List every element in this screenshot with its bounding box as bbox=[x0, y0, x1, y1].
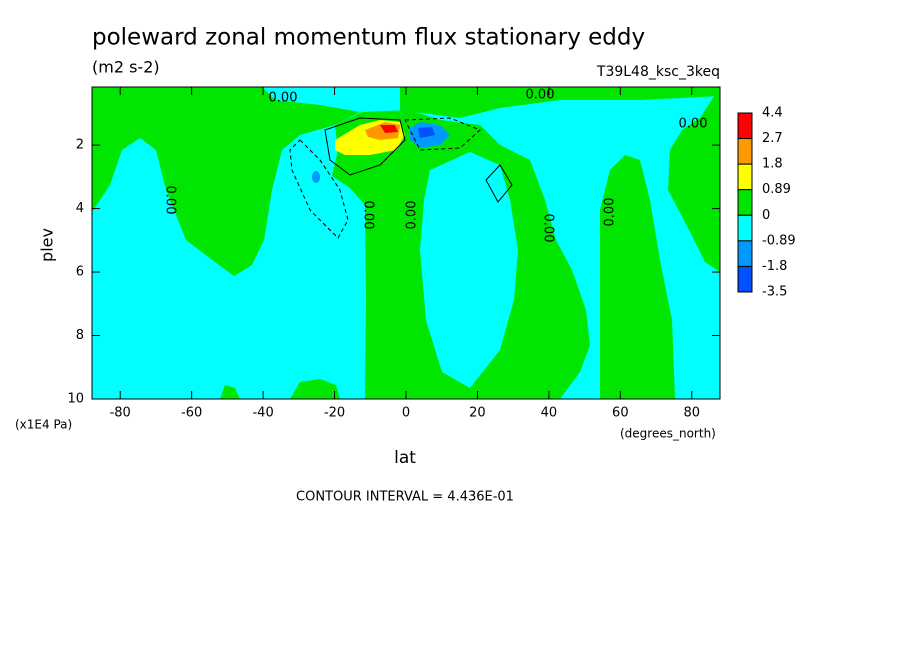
x-tick-label: 20 bbox=[469, 406, 486, 421]
contour-label: 0.00 bbox=[526, 88, 555, 103]
contour-region bbox=[668, 87, 720, 272]
colorbar-label: 0 bbox=[762, 208, 770, 223]
contour-label: 0.00 bbox=[679, 117, 708, 132]
contour-label: 0.00 bbox=[541, 214, 556, 243]
x-tick-label: 80 bbox=[684, 406, 701, 421]
y-tick-label: 4 bbox=[76, 201, 84, 216]
y-tick-label: 8 bbox=[76, 328, 84, 343]
y-axis-label: plev bbox=[38, 228, 57, 262]
colorbar-box bbox=[737, 163, 753, 191]
y-tick-label: 10 bbox=[67, 392, 84, 407]
contour-region bbox=[600, 155, 675, 399]
contour-field: 0.00 0.00 0.00 0.00 0.00 0.00 0.00 0.00 bbox=[92, 87, 720, 399]
contour-label: 0.00 bbox=[405, 201, 420, 230]
x-axis-label: lat bbox=[394, 448, 416, 468]
contour-region bbox=[400, 87, 720, 118]
x-tick-label: 0 bbox=[402, 406, 410, 421]
colorbar-box bbox=[737, 189, 753, 216]
contour-line bbox=[485, 164, 513, 203]
contour-region bbox=[380, 125, 398, 133]
x-tick-label: -40 bbox=[252, 406, 273, 421]
x-units: (degrees_north) bbox=[620, 427, 716, 441]
contour-label: 0.00 bbox=[269, 91, 298, 106]
contour-region bbox=[418, 127, 435, 138]
y-units: (x1E4 Pa) bbox=[15, 418, 72, 432]
chart-subtitle: (m2 s-2) bbox=[92, 58, 160, 77]
colorbar-box bbox=[737, 240, 753, 267]
colorbar-box bbox=[737, 112, 753, 140]
contour-region bbox=[92, 87, 360, 276]
colorbar-label: 2.7 bbox=[762, 131, 783, 146]
contour-line bbox=[289, 139, 349, 239]
colorbar-label: -1.8 bbox=[762, 259, 787, 274]
x-tick-label: 40 bbox=[541, 406, 558, 421]
colorbar-label: -3.5 bbox=[762, 285, 787, 300]
colorbar-label: 0.89 bbox=[762, 182, 791, 197]
contour-region bbox=[290, 379, 340, 399]
contour-region bbox=[312, 171, 320, 183]
colorbar-box bbox=[737, 138, 753, 165]
contour-label: 0.00 bbox=[361, 201, 376, 230]
contour-label: 0.00 bbox=[603, 198, 618, 227]
contour-line bbox=[324, 117, 406, 176]
colorbar-box bbox=[737, 214, 753, 242]
x-tick-label: -60 bbox=[181, 406, 202, 421]
contour-region bbox=[220, 385, 240, 399]
footer: CONTOUR INTERVAL = 4.436E-01 bbox=[296, 490, 514, 505]
run-label: T39L48_ksc_3keq bbox=[596, 64, 720, 80]
y-tick-label: 2 bbox=[76, 138, 84, 153]
x-tick-label: -20 bbox=[324, 406, 345, 421]
colorbar-label: 4.4 bbox=[762, 106, 783, 121]
contour-region bbox=[420, 152, 518, 388]
colorbar-label: -0.89 bbox=[762, 233, 796, 248]
x-tick-label: 60 bbox=[612, 406, 629, 421]
colorbar-box bbox=[737, 265, 753, 293]
x-tick-label: -80 bbox=[110, 406, 131, 421]
contour-line bbox=[404, 117, 481, 151]
chart-title: poleward zonal momentum flux stationary … bbox=[92, 25, 645, 51]
y-tick-label: 6 bbox=[76, 265, 84, 280]
contour-label: 0.00 bbox=[163, 186, 178, 215]
colorbar-label: 1.8 bbox=[762, 157, 783, 172]
